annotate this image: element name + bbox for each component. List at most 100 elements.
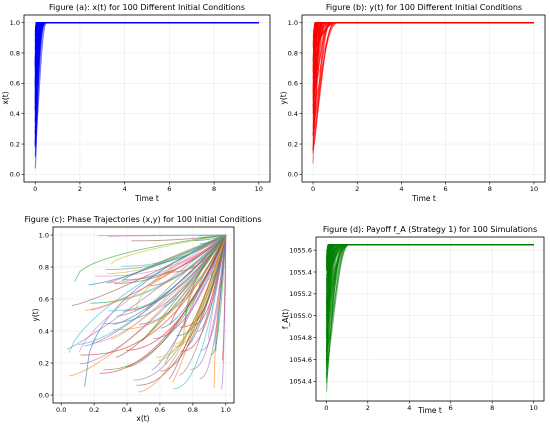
series-line [34, 22, 259, 37]
series-line [312, 22, 534, 74]
panel-d-grid [316, 237, 544, 401]
phase-trajectory [178, 234, 227, 376]
x-tick-label: 0.4 [122, 406, 132, 414]
series-line [312, 22, 534, 129]
series-line [34, 22, 259, 147]
panel-b-title: Figure (b): y(t) for 100 Different Initi… [326, 3, 522, 12]
series-line [34, 22, 259, 49]
series-line [34, 22, 259, 57]
series-line [312, 22, 534, 88]
phase-trajectory [78, 234, 226, 353]
y-tick-label: 1054.6 [289, 356, 312, 364]
series-line [325, 244, 534, 313]
series-line [326, 244, 534, 265]
series-line [34, 22, 259, 93]
series-line [325, 244, 534, 333]
y-tick-label: 1054.4 [289, 378, 312, 386]
series-line [34, 22, 259, 156]
series-line [312, 22, 534, 108]
panel-a-ticks: 0 2 4 6 8 10 0.0 0.2 0.4 0.6 0.8 1.0 [10, 19, 263, 193]
series-line [325, 244, 534, 285]
series-line [312, 22, 534, 46]
series-line [34, 22, 259, 44]
series-line [325, 244, 534, 315]
panel-b-xlabel: Time t [411, 194, 436, 203]
series-line [34, 22, 259, 77]
series-line [34, 22, 259, 99]
series-line [326, 244, 534, 268]
series-line [312, 22, 534, 44]
phase-trajectory [215, 234, 227, 352]
series-line [326, 244, 534, 276]
series-line [34, 22, 259, 61]
series-line [312, 22, 534, 48]
series-line [312, 22, 534, 95]
phase-trajectory [133, 234, 227, 381]
series-line [312, 22, 534, 74]
series-line [325, 244, 534, 335]
y-tick-label: 0.6 [10, 80, 20, 88]
series-line [325, 244, 534, 268]
series-line [34, 22, 259, 122]
series-line [312, 22, 534, 97]
phase-trajectory [121, 234, 227, 267]
series-line [312, 22, 534, 32]
series-line [326, 244, 534, 299]
series-line [325, 244, 534, 338]
series-line [325, 244, 534, 316]
series-line [325, 244, 534, 267]
series-line [34, 22, 259, 128]
series-line [34, 22, 259, 37]
series-line [325, 244, 534, 316]
series-line [312, 22, 534, 63]
series-line [325, 244, 534, 296]
panel-c-title: Figure (c): Phase Trajectories (x,y) for… [24, 215, 261, 224]
series-line [312, 22, 534, 102]
x-tick-label: 6 [449, 404, 453, 412]
series-line [312, 22, 534, 111]
series-line [34, 22, 259, 49]
phase-trajectory [74, 234, 226, 282]
series-line [34, 22, 259, 63]
series-line [34, 22, 259, 110]
series-line [34, 22, 259, 83]
phase-trajectory [103, 234, 227, 325]
y-tick-label: 1055.0 [289, 312, 312, 320]
x-tick-label: 0.0 [56, 406, 66, 414]
series-line [312, 22, 534, 79]
phase-trajectory [190, 234, 227, 370]
series-line [34, 22, 259, 110]
series-line [34, 22, 259, 40]
series-line [312, 22, 534, 92]
series-line [325, 244, 534, 361]
series-line [325, 244, 534, 285]
series-line [34, 22, 259, 36]
series-line [312, 22, 534, 83]
phase-trajectory [199, 234, 226, 239]
phase-trajectory [125, 234, 227, 351]
series-line [34, 22, 259, 52]
panel-d-title: Figure (d): Payoff f_A (Strategy 1) for … [323, 225, 537, 234]
series-line [34, 22, 259, 80]
x-tick-label: 2 [366, 404, 370, 412]
series-line [312, 22, 534, 49]
series-line [312, 22, 534, 35]
series-line [325, 244, 534, 320]
series-line [34, 22, 259, 32]
panel-c-frame [52, 226, 235, 404]
x-tick-label: 6 [444, 185, 448, 193]
series-line [325, 244, 534, 334]
panel-b-ticks: 0 2 4 6 8 10 0.0 0.2 0.4 0.6 0.8 1.0 [288, 19, 538, 193]
series-line [325, 244, 534, 271]
x-tick-label: 8 [488, 185, 492, 193]
series-line [325, 244, 534, 368]
series-line [326, 244, 534, 252]
panel-d: Figure (d): Payoff f_A (Strategy 1) for … [281, 225, 545, 415]
panel-b: Figure (b): y(t) for 100 Different Initi… [279, 3, 546, 203]
series-line [312, 22, 534, 154]
series-line [325, 244, 534, 289]
series-line [312, 22, 534, 45]
series-line [312, 22, 534, 81]
series-line [325, 244, 534, 339]
